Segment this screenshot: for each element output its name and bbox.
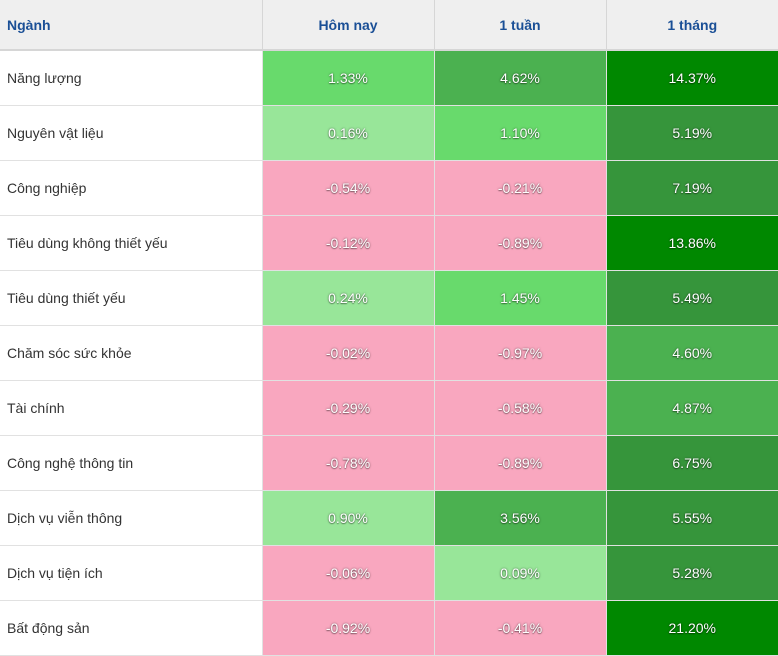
month-change-cell: 6.75%	[606, 435, 778, 491]
table-row[interactable]: Dịch vụ tiện ích -0.06% 0.09% 5.28%	[0, 545, 778, 601]
table-header: Ngành Hôm nay 1 tuần 1 tháng	[0, 0, 778, 51]
week-change-cell: 4.62%	[434, 50, 607, 106]
month-change-cell: 5.55%	[606, 490, 778, 546]
month-change-cell: 7.19%	[606, 160, 778, 216]
month-change-cell: 13.86%	[606, 215, 778, 271]
table-row[interactable]: Tiêu dùng thiết yếu 0.24% 1.45% 5.49%	[0, 270, 778, 326]
today-change-cell: 0.24%	[262, 270, 435, 326]
sector-name-cell: Năng lượng	[0, 50, 263, 106]
sector-name-cell: Tài chính	[0, 380, 263, 436]
today-change-cell: -0.78%	[262, 435, 435, 491]
today-change-cell: -0.29%	[262, 380, 435, 436]
sector-name-cell: Dịch vụ tiện ích	[0, 545, 263, 601]
sector-name-cell: Dịch vụ viễn thông	[0, 490, 263, 546]
month-change-cell: 5.28%	[606, 545, 778, 601]
week-change-cell: -0.97%	[434, 325, 607, 381]
sector-name-cell: Công nghiệp	[0, 160, 263, 216]
table-row[interactable]: Công nghiệp -0.54% -0.21% 7.19%	[0, 160, 778, 216]
column-header-week[interactable]: 1 tuần	[434, 0, 607, 51]
sector-name-cell: Tiêu dùng không thiết yếu	[0, 215, 263, 271]
sector-name-cell: Nguyên vật liệu	[0, 105, 263, 161]
table-row[interactable]: Công nghệ thông tin -0.78% -0.89% 6.75%	[0, 435, 778, 491]
month-change-cell: 14.37%	[606, 50, 778, 106]
header-row: Ngành Hôm nay 1 tuần 1 tháng	[0, 0, 778, 51]
month-change-cell: 21.20%	[606, 600, 778, 656]
table-row[interactable]: Bất động sản -0.92% -0.41% 21.20%	[0, 600, 778, 656]
today-change-cell: -0.54%	[262, 160, 435, 216]
column-header-today[interactable]: Hôm nay	[262, 0, 435, 51]
week-change-cell: -0.41%	[434, 600, 607, 656]
table-row[interactable]: Chăm sóc sức khỏe -0.02% -0.97% 4.60%	[0, 325, 778, 381]
table-body: Năng lượng 1.33% 4.62% 14.37% Nguyên vật liệ…	[0, 50, 778, 656]
column-header-sector[interactable]: Ngành	[0, 0, 263, 51]
sector-name-cell: Chăm sóc sức khỏe	[0, 325, 263, 381]
sector-name-cell: Công nghệ thông tin	[0, 435, 263, 491]
week-change-cell: -0.89%	[434, 435, 607, 491]
month-change-cell: 5.19%	[606, 105, 778, 161]
today-change-cell: -0.12%	[262, 215, 435, 271]
today-change-cell: 0.90%	[262, 490, 435, 546]
table-row[interactable]: Tiêu dùng không thiết yếu -0.12% -0.89% 13.…	[0, 215, 778, 271]
week-change-cell: 1.45%	[434, 270, 607, 326]
today-change-cell: -0.92%	[262, 600, 435, 656]
column-header-month[interactable]: 1 tháng	[606, 0, 778, 51]
table-row[interactable]: Tài chính -0.29% -0.58% 4.87%	[0, 380, 778, 436]
week-change-cell: 3.56%	[434, 490, 607, 546]
table-row[interactable]: Nguyên vật liệu 0.16% 1.10% 5.19%	[0, 105, 778, 161]
week-change-cell: 0.09%	[434, 545, 607, 601]
sector-name-cell: Tiêu dùng thiết yếu	[0, 270, 263, 326]
month-change-cell: 4.87%	[606, 380, 778, 436]
month-change-cell: 5.49%	[606, 270, 778, 326]
sector-name-cell: Bất động sản	[0, 600, 263, 656]
week-change-cell: -0.89%	[434, 215, 607, 271]
today-change-cell: 1.33%	[262, 50, 435, 106]
table-row[interactable]: Dịch vụ viễn thông 0.90% 3.56% 5.55%	[0, 490, 778, 546]
month-change-cell: 4.60%	[606, 325, 778, 381]
week-change-cell: -0.58%	[434, 380, 607, 436]
today-change-cell: -0.06%	[262, 545, 435, 601]
week-change-cell: -0.21%	[434, 160, 607, 216]
today-change-cell: 0.16%	[262, 105, 435, 161]
today-change-cell: -0.02%	[262, 325, 435, 381]
week-change-cell: 1.10%	[434, 105, 607, 161]
table-row[interactable]: Năng lượng 1.33% 4.62% 14.37%	[0, 50, 778, 106]
